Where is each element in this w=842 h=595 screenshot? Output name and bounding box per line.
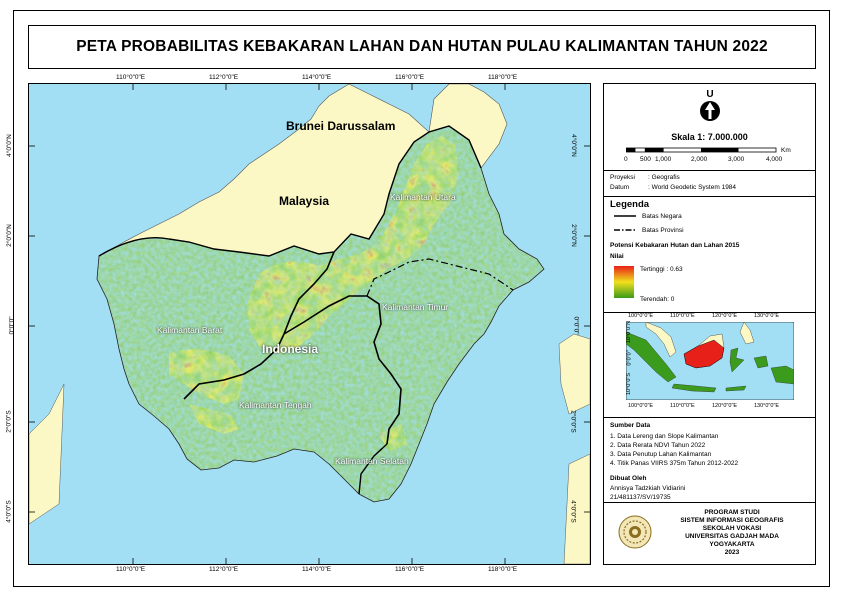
inset-lon-label: 100°0"0"E	[628, 313, 654, 319]
lat-label-right: 2°0"0"N	[569, 224, 577, 247]
scale-bar	[626, 147, 777, 153]
border-kalbar-kalteng	[183, 251, 335, 400]
label-kalsel: Kalimantan Selatan	[335, 456, 409, 466]
author-id: 21/481137/SV/19735	[610, 494, 671, 501]
institution-line: SISTEM INFORMASI GEOGRAFIS	[680, 517, 784, 524]
institution-line: 2023	[724, 549, 740, 556]
projection-value: : Geografis	[648, 174, 680, 181]
border-kalteng-kaltim	[283, 295, 402, 445]
label-indonesia: Indonesia	[262, 342, 319, 356]
label-kalteng: Kalimantan Tengah	[239, 400, 312, 410]
institution-line: SEKOLAH VOKASI	[702, 525, 762, 532]
inset-lon-label-bottom: 130°0"0"E	[754, 403, 780, 409]
border-kaltara-kaltim	[366, 258, 514, 297]
scale-tick: 500	[640, 156, 651, 163]
legend-gradient-ramp	[614, 266, 634, 298]
ugm-logo-icon	[618, 515, 652, 549]
graticule-ticks	[29, 84, 590, 564]
scale-tick: 4,000	[766, 156, 783, 163]
lon-label-bottom: 110°0"0"E	[116, 566, 146, 573]
institution-line: YOGYAKARTA	[709, 541, 755, 548]
lat-label-right: 4°0"0"N	[569, 134, 577, 157]
legend-item-country: Batas Negara	[642, 213, 682, 220]
datum-value: : World Geodetic System 1984	[648, 184, 737, 191]
legend-section: Legenda Batas Negara Batas Provinsi Pote…	[604, 197, 815, 313]
label-brunei: Brunei Darussalam	[286, 119, 396, 133]
side-panel: U Skala 1: 7.000.000 0 500 1,000 2,000 3…	[603, 83, 816, 565]
lat-label-left: 4°0"0"N	[5, 134, 13, 157]
lat-label-left: 0°0"0"	[8, 316, 16, 335]
lon-label-top: 110°0"0"E	[116, 74, 146, 81]
lat-label-right: 2°0"0"S	[569, 410, 577, 433]
institution-line: UNIVERSITAS GADJAH MADA	[685, 533, 779, 540]
lon-label-top: 114°0"0"E	[302, 74, 332, 81]
main-map-svg	[28, 83, 591, 565]
source-item: 3. Data Penutup Lahan Kalimantan	[610, 451, 712, 458]
lon-label-bottom: 114°0"0"E	[302, 566, 332, 573]
author-title: Dibuat Oleh	[610, 475, 647, 482]
inset-lat-label: 10°0"0"N	[626, 320, 633, 344]
lon-label-bottom: 116°0"0"E	[395, 566, 425, 573]
lon-label-top: 112°0"0"E	[209, 74, 239, 81]
lat-label-left: 2°0"0"N	[5, 224, 13, 247]
legend-value-label: Nilai	[610, 253, 624, 260]
sources-title: Sumber Data	[610, 422, 651, 429]
scale-tick: 1,000	[655, 156, 672, 163]
legend-item-province: Batas Provinsi	[642, 227, 684, 234]
inset-lon-label-bottom: 110°0"0"E	[670, 403, 695, 409]
source-item: 4. Titik Panas VIIRS 375m Tahun 2012-202…	[610, 460, 739, 467]
legend-high-value: Tertinggi : 0.63	[640, 266, 683, 273]
scale-tick: 2,000	[691, 156, 708, 163]
scale-tick: 3,000	[728, 156, 745, 163]
inset-section: 100°0"0"E 110°0"0"E 120°0"0"E 130°0"0"E …	[604, 313, 815, 418]
datum-key: Datum	[610, 184, 630, 191]
inset-lon-label-bottom: 120°0"0"E	[712, 403, 738, 409]
north-arrow-icon: U	[700, 89, 720, 121]
north-scale-section: U Skala 1: 7.000.000 0 500 1,000 2,000 3…	[604, 84, 815, 171]
lon-label-bottom: 112°0"0"E	[209, 566, 239, 573]
lat-label-left: 4°0"0"S	[5, 500, 13, 523]
lat-label-right: 4°0"0"S	[569, 500, 577, 523]
west-landmass	[28, 383, 65, 525]
lon-label-top: 118°0"0"E	[488, 74, 518, 81]
inset-lon-label-bottom: 100°0"0"E	[628, 403, 654, 409]
label-kaltim: Kalimantan Timur	[382, 302, 449, 312]
lon-label-top: 116°0"0"E	[395, 74, 425, 81]
projection-section: Proyeksi : Geografis Datum : World Geode…	[604, 171, 815, 197]
label-malaysia: Malaysia	[279, 194, 330, 208]
institution-line: PROGRAM STUDI	[704, 509, 760, 516]
scale-tick: 0	[624, 156, 628, 163]
inset-lat-label: 10°0"0"S	[626, 372, 633, 396]
map-title: PETA PROBABILITAS KEBAKARAN LAHAN DAN HU…	[76, 38, 768, 55]
scale-label: Skala 1: 7.000.000	[671, 132, 748, 142]
projection-key: Proyeksi	[610, 174, 635, 181]
scale-unit: Km	[781, 147, 791, 154]
legend-low-value: Terendah: 0	[640, 296, 675, 303]
map-title-box: PETA PROBABILITAS KEBAKARAN LAHAN DAN HU…	[28, 25, 816, 69]
country-border	[98, 125, 482, 257]
inset-map	[626, 322, 794, 400]
legend-raster-title: Potensi Kebakaran Hutan dan Lahan 2015	[610, 242, 740, 249]
lat-label-left: 2°0"0"S	[5, 410, 13, 433]
outer-frame	[13, 10, 830, 587]
legend-title: Legenda	[610, 199, 650, 210]
inset-lon-label: 120°0"0"E	[712, 313, 738, 319]
institution-section: PROGRAM STUDI SISTEM INFORMASI GEOGRAFIS…	[604, 503, 815, 564]
source-item: 2. Data Rerata NDVI Tahun 2022	[610, 442, 706, 449]
source-item: 1. Data Lereng dan Slope Kalimantan	[610, 433, 719, 440]
label-kaltara: Kalimantan Utara	[390, 192, 456, 202]
sources-section: Sumber Data 1. Data Lereng dan Slope Kal…	[604, 418, 815, 503]
label-kalbar: Kalimantan Barat	[157, 325, 223, 335]
lat-label-right: 0°0"0"	[572, 316, 580, 335]
north-letter: U	[706, 89, 713, 100]
inset-lon-label: 130°0"0"E	[754, 313, 780, 319]
inset-lon-label: 110°0"0"E	[670, 313, 695, 319]
inset-lat-label: 0°0"0"	[626, 350, 633, 366]
institution-block: PROGRAM STUDI SISTEM INFORMASI GEOGRAFIS…	[662, 509, 802, 557]
border-kalsel	[358, 443, 388, 495]
lon-label-bottom: 118°0"0"E	[488, 566, 518, 573]
main-map: Brunei Darussalam Malaysia Indonesia Kal…	[28, 83, 591, 565]
author-name: Annisya Tadzkiah Vidiarini	[610, 485, 686, 492]
legend-line-symbols	[614, 215, 636, 231]
